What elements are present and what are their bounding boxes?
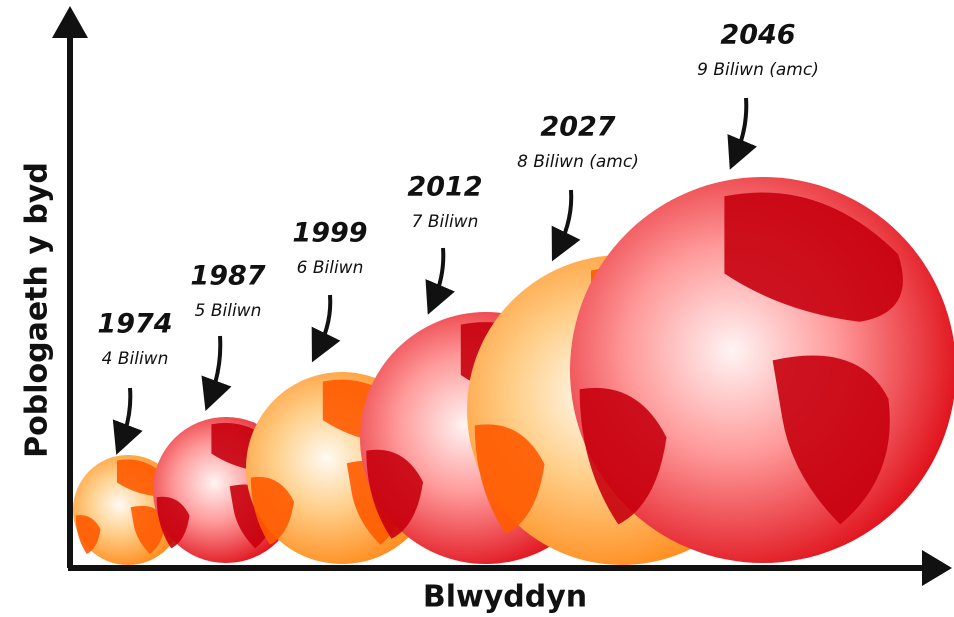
continent — [724, 192, 903, 322]
population-label: 6 Biliwn — [297, 258, 364, 278]
pointer-arrow — [425, 247, 455, 315]
continent — [130, 505, 165, 554]
continent — [772, 355, 890, 525]
year-label: 1987 — [190, 261, 265, 292]
continent — [250, 476, 294, 545]
year-label: 1974 — [97, 309, 172, 340]
continent — [366, 449, 423, 539]
continent — [474, 424, 545, 534]
y-axis-label: Poblogaeth y byd — [20, 162, 55, 458]
year-label: 2012 — [407, 172, 482, 203]
continent — [579, 387, 667, 525]
year-label: 2027 — [540, 112, 615, 143]
y-axis-arrow — [52, 6, 88, 38]
pointer-arrow — [551, 189, 581, 262]
year-label: 1999 — [292, 218, 367, 249]
population-label: 8 Biliwn (amc) — [517, 152, 639, 172]
population-label: 7 Biliwn — [412, 212, 479, 232]
globes — [73, 177, 954, 565]
population-label: 5 Biliwn — [195, 301, 262, 321]
pointer-arrow — [311, 294, 341, 363]
continent — [156, 496, 190, 549]
labels: 1974 4 Biliwn 1987 5 Biliwn 1999 6 Biliwn 2012… — [97, 20, 819, 455]
x-axis-arrow — [922, 550, 952, 586]
year-label: 2046 — [720, 20, 795, 51]
population-label: 9 Biliwn (amc) — [697, 60, 819, 80]
x-axis-label: Blwyddyn — [423, 580, 587, 615]
pointer-arrow — [201, 335, 232, 412]
continent — [75, 515, 101, 554]
population-label: 4 Biliwn — [102, 349, 169, 369]
pointer-arrow — [112, 387, 143, 455]
pointer-arrow — [727, 97, 757, 170]
